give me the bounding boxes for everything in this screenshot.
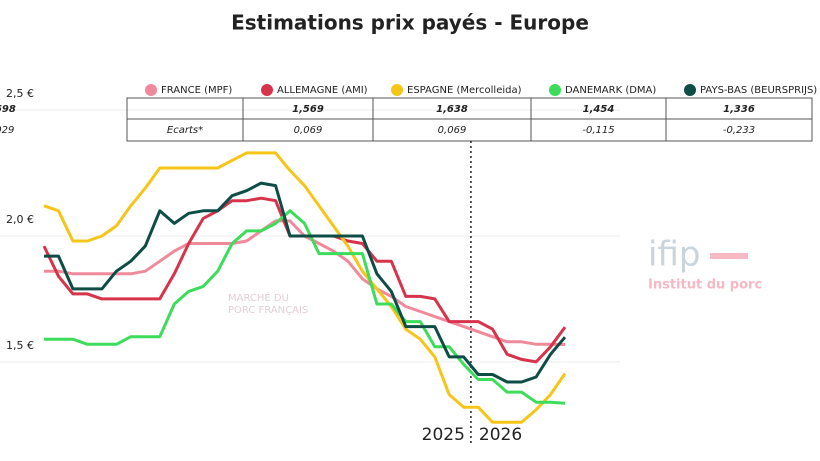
table-value: 1,598 — [0, 104, 16, 115]
table-ecart: -0,115 — [582, 125, 614, 136]
table-value: 1,569 — [292, 104, 324, 115]
series-line — [44, 181, 567, 384]
logo: ifip — [648, 235, 700, 275]
y-tick-label: 2,0 € — [6, 213, 34, 226]
legend-marker — [261, 84, 273, 96]
legend-marker — [684, 84, 696, 96]
legend-label: DANEMARK (DMA) — [565, 85, 656, 96]
legend-marker — [145, 84, 157, 96]
legend-label: FRANCE (MPF) — [161, 85, 232, 96]
chart-title: Estimations prix payés - Europe — [231, 11, 589, 35]
table-ecart: 0,069 — [294, 125, 323, 136]
legend-marker — [391, 84, 403, 96]
watermark-text: MARCHÉ DU — [228, 291, 289, 304]
y-tick-label: 2,5 € — [6, 87, 34, 100]
table-value: 1,336 — [723, 104, 755, 115]
table-ecart: 0,029 — [0, 125, 14, 136]
table-value: 1,454 — [583, 104, 615, 115]
table-ecart: 0,069 — [438, 125, 467, 136]
table-row-label: Ecarts* — [167, 125, 203, 136]
logo-bar — [710, 253, 748, 259]
legend-label: ESPAGNE (Mercolleida) — [407, 85, 522, 96]
legend-marker — [549, 84, 561, 96]
y-tick-label: 1,5 € — [6, 339, 34, 352]
table-ecart: -0,233 — [723, 125, 755, 136]
series-line — [43, 151, 567, 424]
table-value: 1,638 — [436, 104, 468, 115]
logo-sub: Institut du porc — [648, 278, 762, 293]
legend-label: ALLEMAGNE (AMI) — [277, 85, 368, 96]
x-tick-label: 2025 — [422, 425, 465, 445]
x-tick-label: 2026 — [479, 425, 522, 445]
legend-label: PAYS-BAS (BEURSPRIJS) — [700, 85, 817, 96]
series-line — [44, 209, 566, 405]
watermark: MARCHÉ DU PORC FRANÇAIS — [228, 291, 308, 316]
watermark-text: PORC FRANÇAIS — [228, 305, 308, 316]
